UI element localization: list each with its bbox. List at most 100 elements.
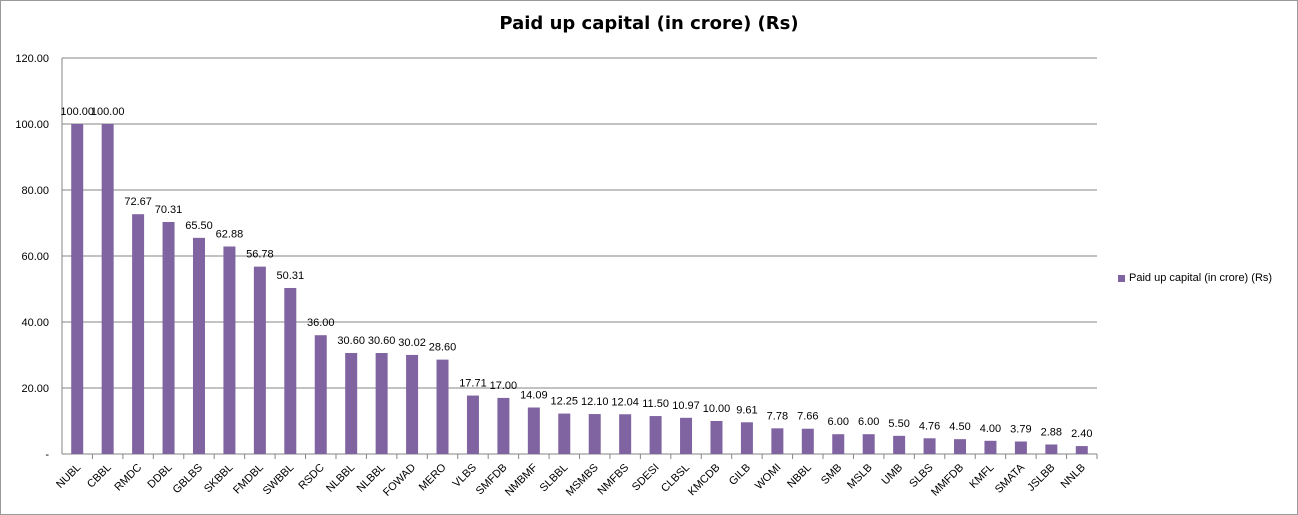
x-tick-label: MSLB [845,462,875,492]
data-label: 65.50 [185,220,213,232]
x-tick-label: NMBMF [503,461,540,498]
bar [893,435,906,454]
bar [1014,441,1027,454]
x-tick-label: NBBL [785,462,814,491]
y-tick-label: 60.00 [21,251,49,263]
data-label: 12.25 [551,396,579,408]
data-label: 70.31 [155,204,183,216]
bar [801,428,814,454]
data-label: 7.78 [767,410,788,422]
x-tick-label: SDESI [630,462,662,494]
data-label: 10.97 [672,400,700,412]
x-tick-label: KMCDB [686,462,723,499]
y-tick-label: 40.00 [21,317,49,329]
bar [406,354,419,454]
data-label: 10.00 [703,403,731,415]
bar [192,237,205,454]
data-label: 12.10 [581,396,609,408]
x-tick-label: NNLB [1059,462,1088,491]
data-label: 62.88 [216,228,244,240]
data-label: 9.61 [736,404,757,416]
data-label: 14.09 [520,390,548,402]
data-label: 36.00 [307,317,335,329]
data-label: 17.00 [490,380,518,392]
x-tick-label: GBLBS [171,462,205,496]
data-label: 30.60 [368,335,396,347]
data-label: 5.50 [888,418,909,430]
bar [132,214,145,454]
bar [466,395,479,454]
bar [954,439,967,454]
x-tick-label: MERO [417,461,449,493]
data-label: 28.60 [429,342,457,354]
data-label: 30.02 [398,337,426,349]
y-tick-label: 80.00 [21,185,49,197]
x-tick-label: GILB [727,462,753,488]
data-label: 7.66 [797,411,818,423]
bar [101,124,114,454]
x-tick-label: UMB [879,462,905,488]
data-label: 56.78 [246,249,274,261]
data-label: 17.71 [459,378,487,390]
bar [284,287,297,454]
y-tick-label: - [45,449,49,461]
bar [345,353,358,454]
bar [832,434,845,454]
bar [558,413,571,454]
data-label: 3.79 [1010,423,1031,435]
x-tick-label: WOMI [753,462,784,493]
data-label: 6.00 [828,416,849,428]
x-tick-label: FMDBL [231,462,266,497]
x-tick-label: RSDC [296,462,327,493]
x-tick-label: RMDC [112,462,144,494]
bar [680,417,693,454]
bar [253,266,266,454]
x-tick-label: SWBBL [261,462,297,498]
data-label: 4.50 [949,421,970,433]
legend-label: Paid up capital (in crore) (Rs) [1129,272,1273,284]
bar [984,440,997,454]
x-tick-label: MSMBS [564,462,601,499]
data-label: 11.50 [642,398,669,410]
x-tick-label: VLBS [451,462,479,490]
bar [771,428,784,454]
data-label: 2.40 [1071,428,1092,440]
bar [649,416,662,454]
bar [923,438,936,454]
x-tick-label: SMATA [993,461,1028,496]
bar [527,407,540,454]
legend-swatch [1118,274,1125,282]
x-tick-label: SMB [819,462,844,487]
x-tick-label: FOWAD [381,462,418,499]
data-label: 30.60 [337,335,365,347]
bar [619,414,632,454]
data-label: 50.31 [277,270,305,282]
x-tick-label: MMFDB [929,462,966,499]
x-tick-label: NMFBS [596,462,632,498]
data-label: 2.88 [1041,426,1062,438]
legend: Paid up capital (in crore) (Rs) [1118,272,1272,284]
x-tick-label: DDBL [145,462,174,491]
bar [162,221,175,454]
bar [588,414,601,454]
chart-title: Paid up capital (in crore) (Rs) [499,13,799,34]
data-label: 72.67 [124,196,152,208]
data-label: 6.00 [858,416,879,428]
x-tick-label: NLBBL [324,462,357,495]
data-label: 4.76 [919,420,940,432]
bar [375,353,388,454]
x-tick-label: JSLBB [1025,462,1057,494]
bar [1045,444,1058,454]
bar [314,335,327,454]
bar [223,246,236,454]
x-tick-label: SKBBL [202,462,236,496]
data-label: 12.04 [611,396,639,408]
x-tick-label: CBBL [85,462,114,491]
x-tick-label: SLBS [907,462,935,490]
bar [436,359,449,454]
bar [710,421,723,454]
bar [862,434,875,454]
x-tick-label: NUBL [54,462,83,491]
